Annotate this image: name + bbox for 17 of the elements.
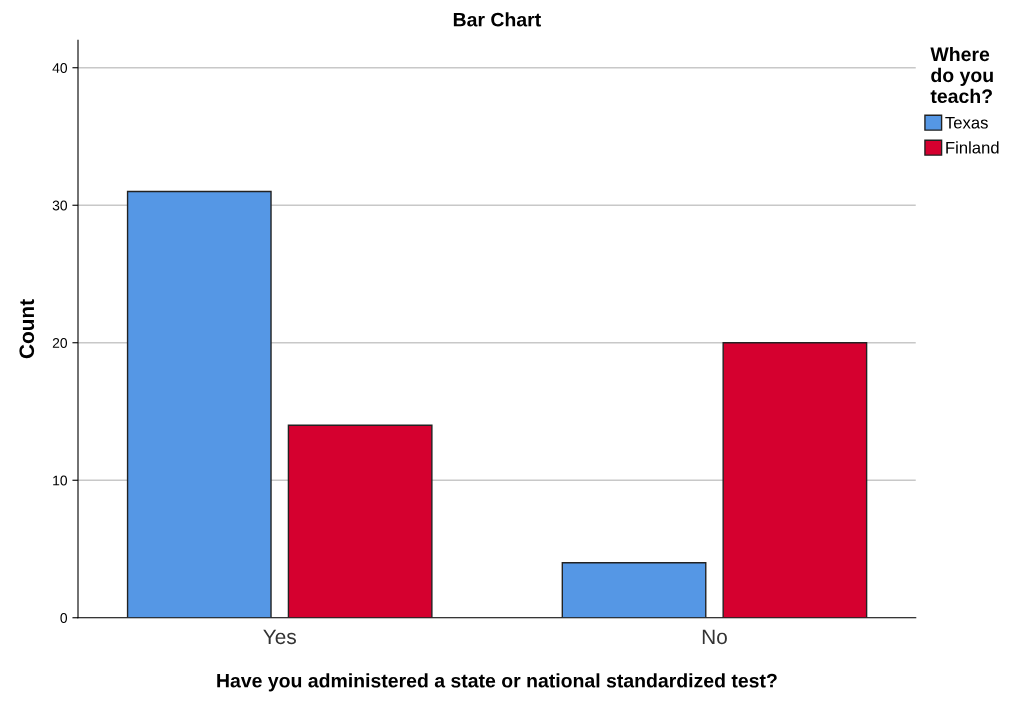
legend-label: Finland xyxy=(946,141,999,154)
y-tick-label: 30 xyxy=(52,200,68,211)
x-tick-label: Yes xyxy=(263,629,296,645)
bar xyxy=(126,190,272,618)
y-axis-title: Count xyxy=(19,299,35,359)
y-tick-label: 40 xyxy=(52,63,68,73)
y-tick-label: 20 xyxy=(52,338,68,348)
bar xyxy=(561,562,707,618)
legend-title: Where do you teach? xyxy=(930,46,993,104)
legend-label: Texas xyxy=(945,116,988,129)
chart-title: Bar Chart xyxy=(453,12,541,27)
y-tick-label: 10 xyxy=(53,475,68,486)
bar xyxy=(287,424,433,618)
y-tick-label: 0 xyxy=(60,613,68,623)
bar xyxy=(722,342,868,618)
x-tick-label: No xyxy=(702,629,727,645)
x-axis-title: Have you administered a state or national standardized test? xyxy=(217,673,777,692)
